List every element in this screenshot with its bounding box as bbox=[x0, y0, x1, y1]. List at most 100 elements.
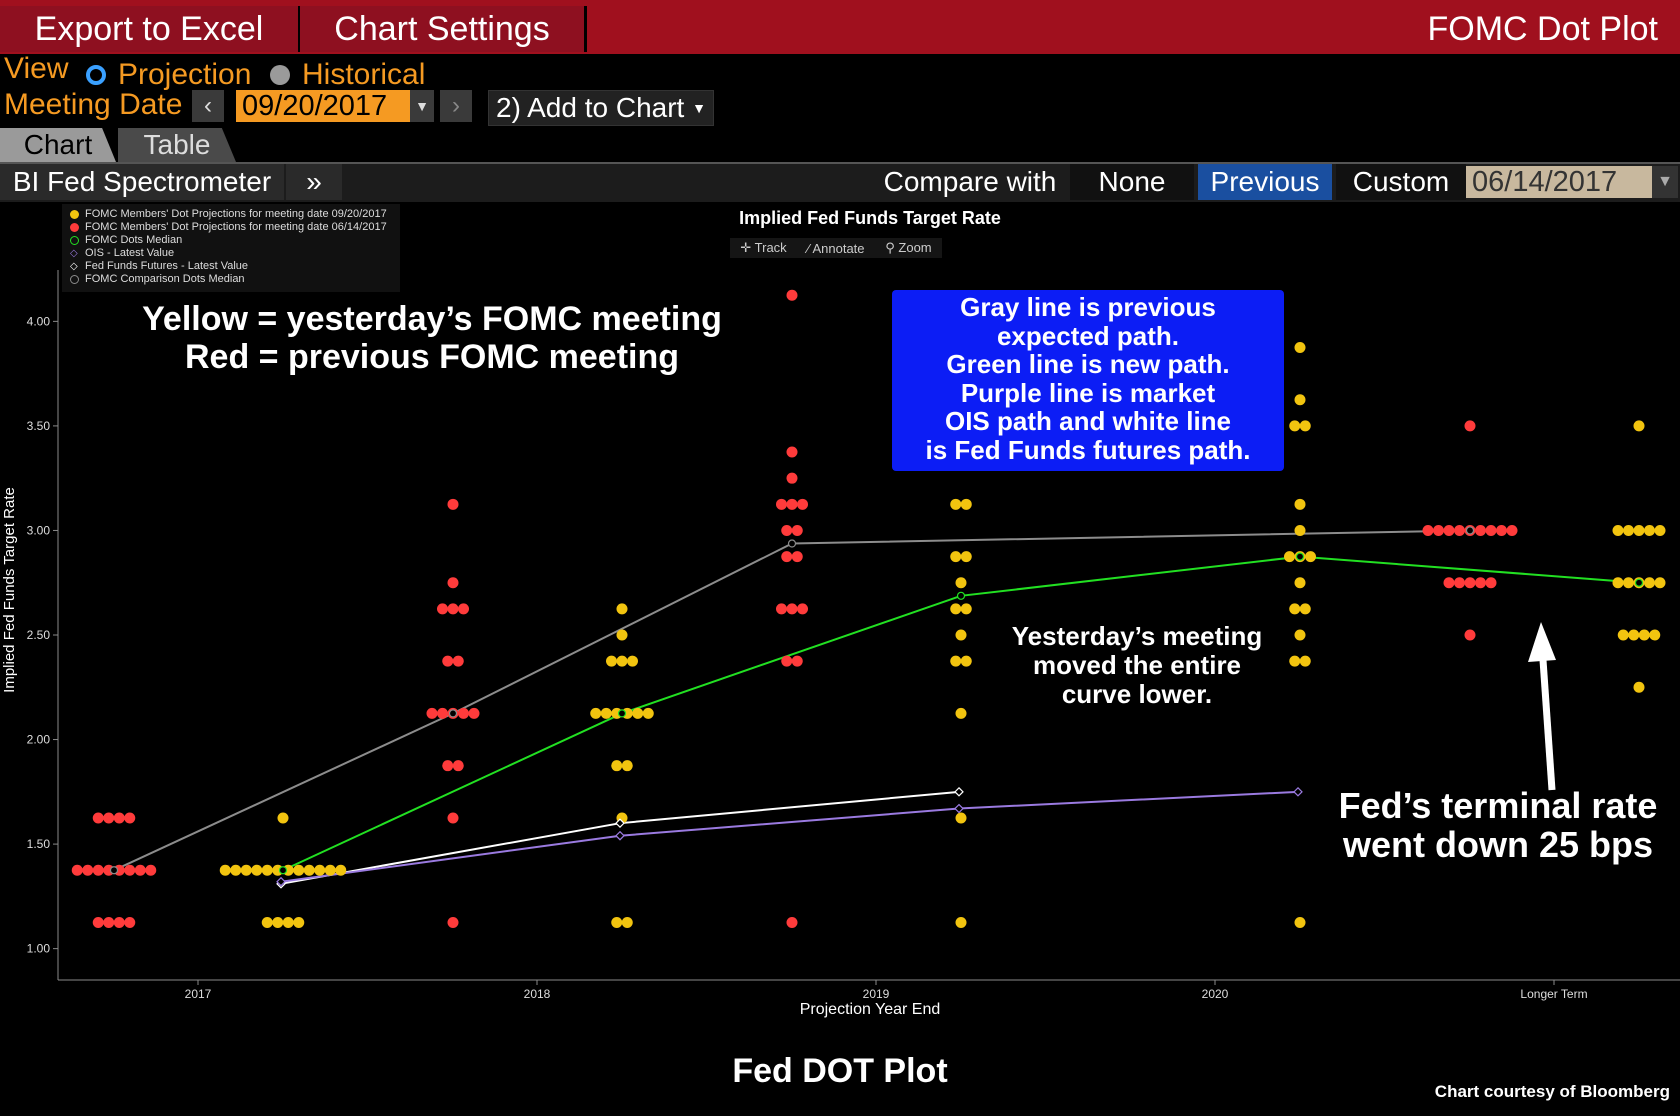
red-dot bbox=[92, 812, 104, 824]
radio-historical[interactable]: Historical bbox=[270, 58, 425, 92]
yellow-dot bbox=[950, 655, 962, 667]
date-dropdown-icon[interactable]: ▼ bbox=[410, 90, 434, 122]
terminal-rate-arrow bbox=[1539, 659, 1556, 791]
chart-caption: Fed DOT Plot bbox=[732, 1052, 948, 1090]
chart-settings-button[interactable]: Chart Settings bbox=[300, 6, 587, 52]
yellow-dot bbox=[616, 603, 628, 615]
meeting-date-input[interactable]: 09/20/2017 bbox=[236, 90, 412, 122]
projection-label: Projection bbox=[118, 58, 252, 91]
meeting-date-label: Meeting Date bbox=[4, 88, 183, 121]
chevron-left-icon[interactable]: ‹ bbox=[192, 90, 224, 122]
red-dot bbox=[1464, 420, 1476, 432]
red-dot bbox=[1496, 524, 1507, 536]
radio-projection[interactable]: Projection bbox=[86, 58, 251, 92]
chart-legend: FOMC Members' Dot Projections for meetin… bbox=[62, 204, 400, 292]
yellow-dot bbox=[1294, 629, 1306, 641]
window-title: FOMC Dot Plot bbox=[1427, 10, 1658, 48]
red-dot bbox=[1475, 524, 1486, 536]
tab-table[interactable]: Table bbox=[118, 128, 236, 162]
median-line-marker bbox=[1295, 552, 1305, 561]
add-to-chart-button[interactable]: 2) Add to Chart ▼ bbox=[488, 90, 714, 126]
red-dot bbox=[71, 864, 83, 876]
yellow-dot-icon bbox=[70, 210, 79, 219]
double-chevron-right-icon[interactable]: » bbox=[286, 164, 342, 200]
red-dot bbox=[468, 707, 480, 719]
yellow-dot bbox=[314, 864, 326, 876]
export-excel-button[interactable]: Export to Excel bbox=[0, 6, 301, 52]
yellow-dot bbox=[1294, 917, 1306, 928]
chevron-right-icon[interactable]: › bbox=[440, 90, 472, 122]
yellow-dot bbox=[1649, 629, 1661, 641]
yellow-dot bbox=[1284, 551, 1295, 563]
red-dot bbox=[786, 472, 798, 484]
yellow-dot bbox=[1299, 420, 1311, 432]
yellow-dot bbox=[955, 629, 967, 641]
yellow-dot bbox=[219, 864, 231, 876]
yellow-dot bbox=[335, 864, 347, 876]
red-dot bbox=[124, 917, 136, 928]
red-dot bbox=[113, 812, 125, 824]
ois-line-marker bbox=[276, 876, 286, 887]
ois-line-marker bbox=[954, 803, 964, 814]
annotate-button[interactable]: ∕ Annotate bbox=[807, 240, 865, 256]
comparison-median-line-marker bbox=[448, 709, 458, 718]
red-dot bbox=[458, 707, 469, 719]
legend-item: FOMC Members' Dot Projections for meetin… bbox=[62, 221, 400, 234]
yellow-dot bbox=[261, 917, 273, 928]
custom-date-input[interactable]: 06/14/2017 bbox=[1466, 166, 1656, 198]
red-dot bbox=[791, 551, 803, 563]
terminal-rate-annotation: Fed’s terminal rate went down 25 bps bbox=[1338, 785, 1658, 865]
red-dot bbox=[1464, 577, 1476, 589]
yellow-dot bbox=[1294, 524, 1306, 536]
zoom-button[interactable]: ⚲ Zoom bbox=[885, 240, 932, 255]
chart-title: Implied Fed Funds Target Rate bbox=[739, 208, 1001, 228]
yellow-dot bbox=[1289, 603, 1301, 615]
yellow-dot bbox=[955, 917, 967, 928]
yellow-dot bbox=[616, 655, 628, 667]
yellow-dot bbox=[293, 917, 305, 928]
yellow-dot bbox=[324, 864, 336, 876]
yellow-dot bbox=[303, 864, 315, 876]
y-tick-label: 1.00 bbox=[27, 942, 51, 956]
comparison-median-line-marker bbox=[109, 866, 119, 875]
yellow-dot bbox=[1644, 577, 1655, 589]
yellow-dot bbox=[1617, 629, 1629, 641]
custom-date-dropdown-icon[interactable]: ▼ bbox=[1652, 166, 1678, 198]
red-dot bbox=[92, 864, 104, 876]
track-button[interactable]: ✛ Track bbox=[740, 240, 787, 255]
median-line-marker bbox=[956, 591, 966, 600]
red-dot bbox=[797, 603, 808, 615]
red-dot bbox=[437, 707, 448, 719]
yellow-dot bbox=[1289, 420, 1301, 432]
purple-diamond-icon: ◇ bbox=[70, 248, 78, 259]
yellow-dot bbox=[590, 707, 602, 719]
yellow-dot bbox=[1299, 655, 1311, 667]
comparison-median-line-marker bbox=[787, 539, 797, 548]
compare-none-button[interactable]: None bbox=[1070, 164, 1194, 200]
yellow-dot bbox=[1299, 603, 1311, 615]
lines-explanation-box: Gray line is previous expected path. Gre… bbox=[892, 290, 1284, 471]
yellow-dot bbox=[272, 917, 284, 928]
median-line-marker bbox=[617, 709, 627, 718]
yellow-dot bbox=[261, 864, 273, 876]
fed-spectrometer-button[interactable]: BI Fed Spectrometer bbox=[0, 164, 284, 200]
red-dot bbox=[447, 812, 459, 824]
compare-custom-button[interactable]: Custom bbox=[1336, 164, 1466, 200]
yellow-dot bbox=[1654, 524, 1666, 536]
yellow-dot bbox=[1654, 577, 1666, 589]
yellow-dot bbox=[1612, 577, 1624, 589]
red-dot bbox=[82, 864, 94, 876]
red-dot bbox=[786, 498, 798, 510]
yellow-dot bbox=[1289, 655, 1301, 667]
x-tick-label: 2018 bbox=[524, 987, 551, 1001]
compare-previous-button[interactable]: Previous bbox=[1198, 164, 1332, 200]
yellow-dot bbox=[606, 655, 617, 667]
y-tick-label: 3.00 bbox=[27, 523, 51, 537]
red-dot bbox=[786, 446, 798, 458]
red-dot bbox=[442, 760, 454, 772]
yellow-dot bbox=[251, 864, 263, 876]
yellow-dot bbox=[1294, 342, 1306, 353]
tab-chart[interactable]: Chart bbox=[0, 128, 116, 162]
caret-down-icon: ▼ bbox=[692, 100, 706, 116]
red-dot bbox=[134, 864, 146, 876]
